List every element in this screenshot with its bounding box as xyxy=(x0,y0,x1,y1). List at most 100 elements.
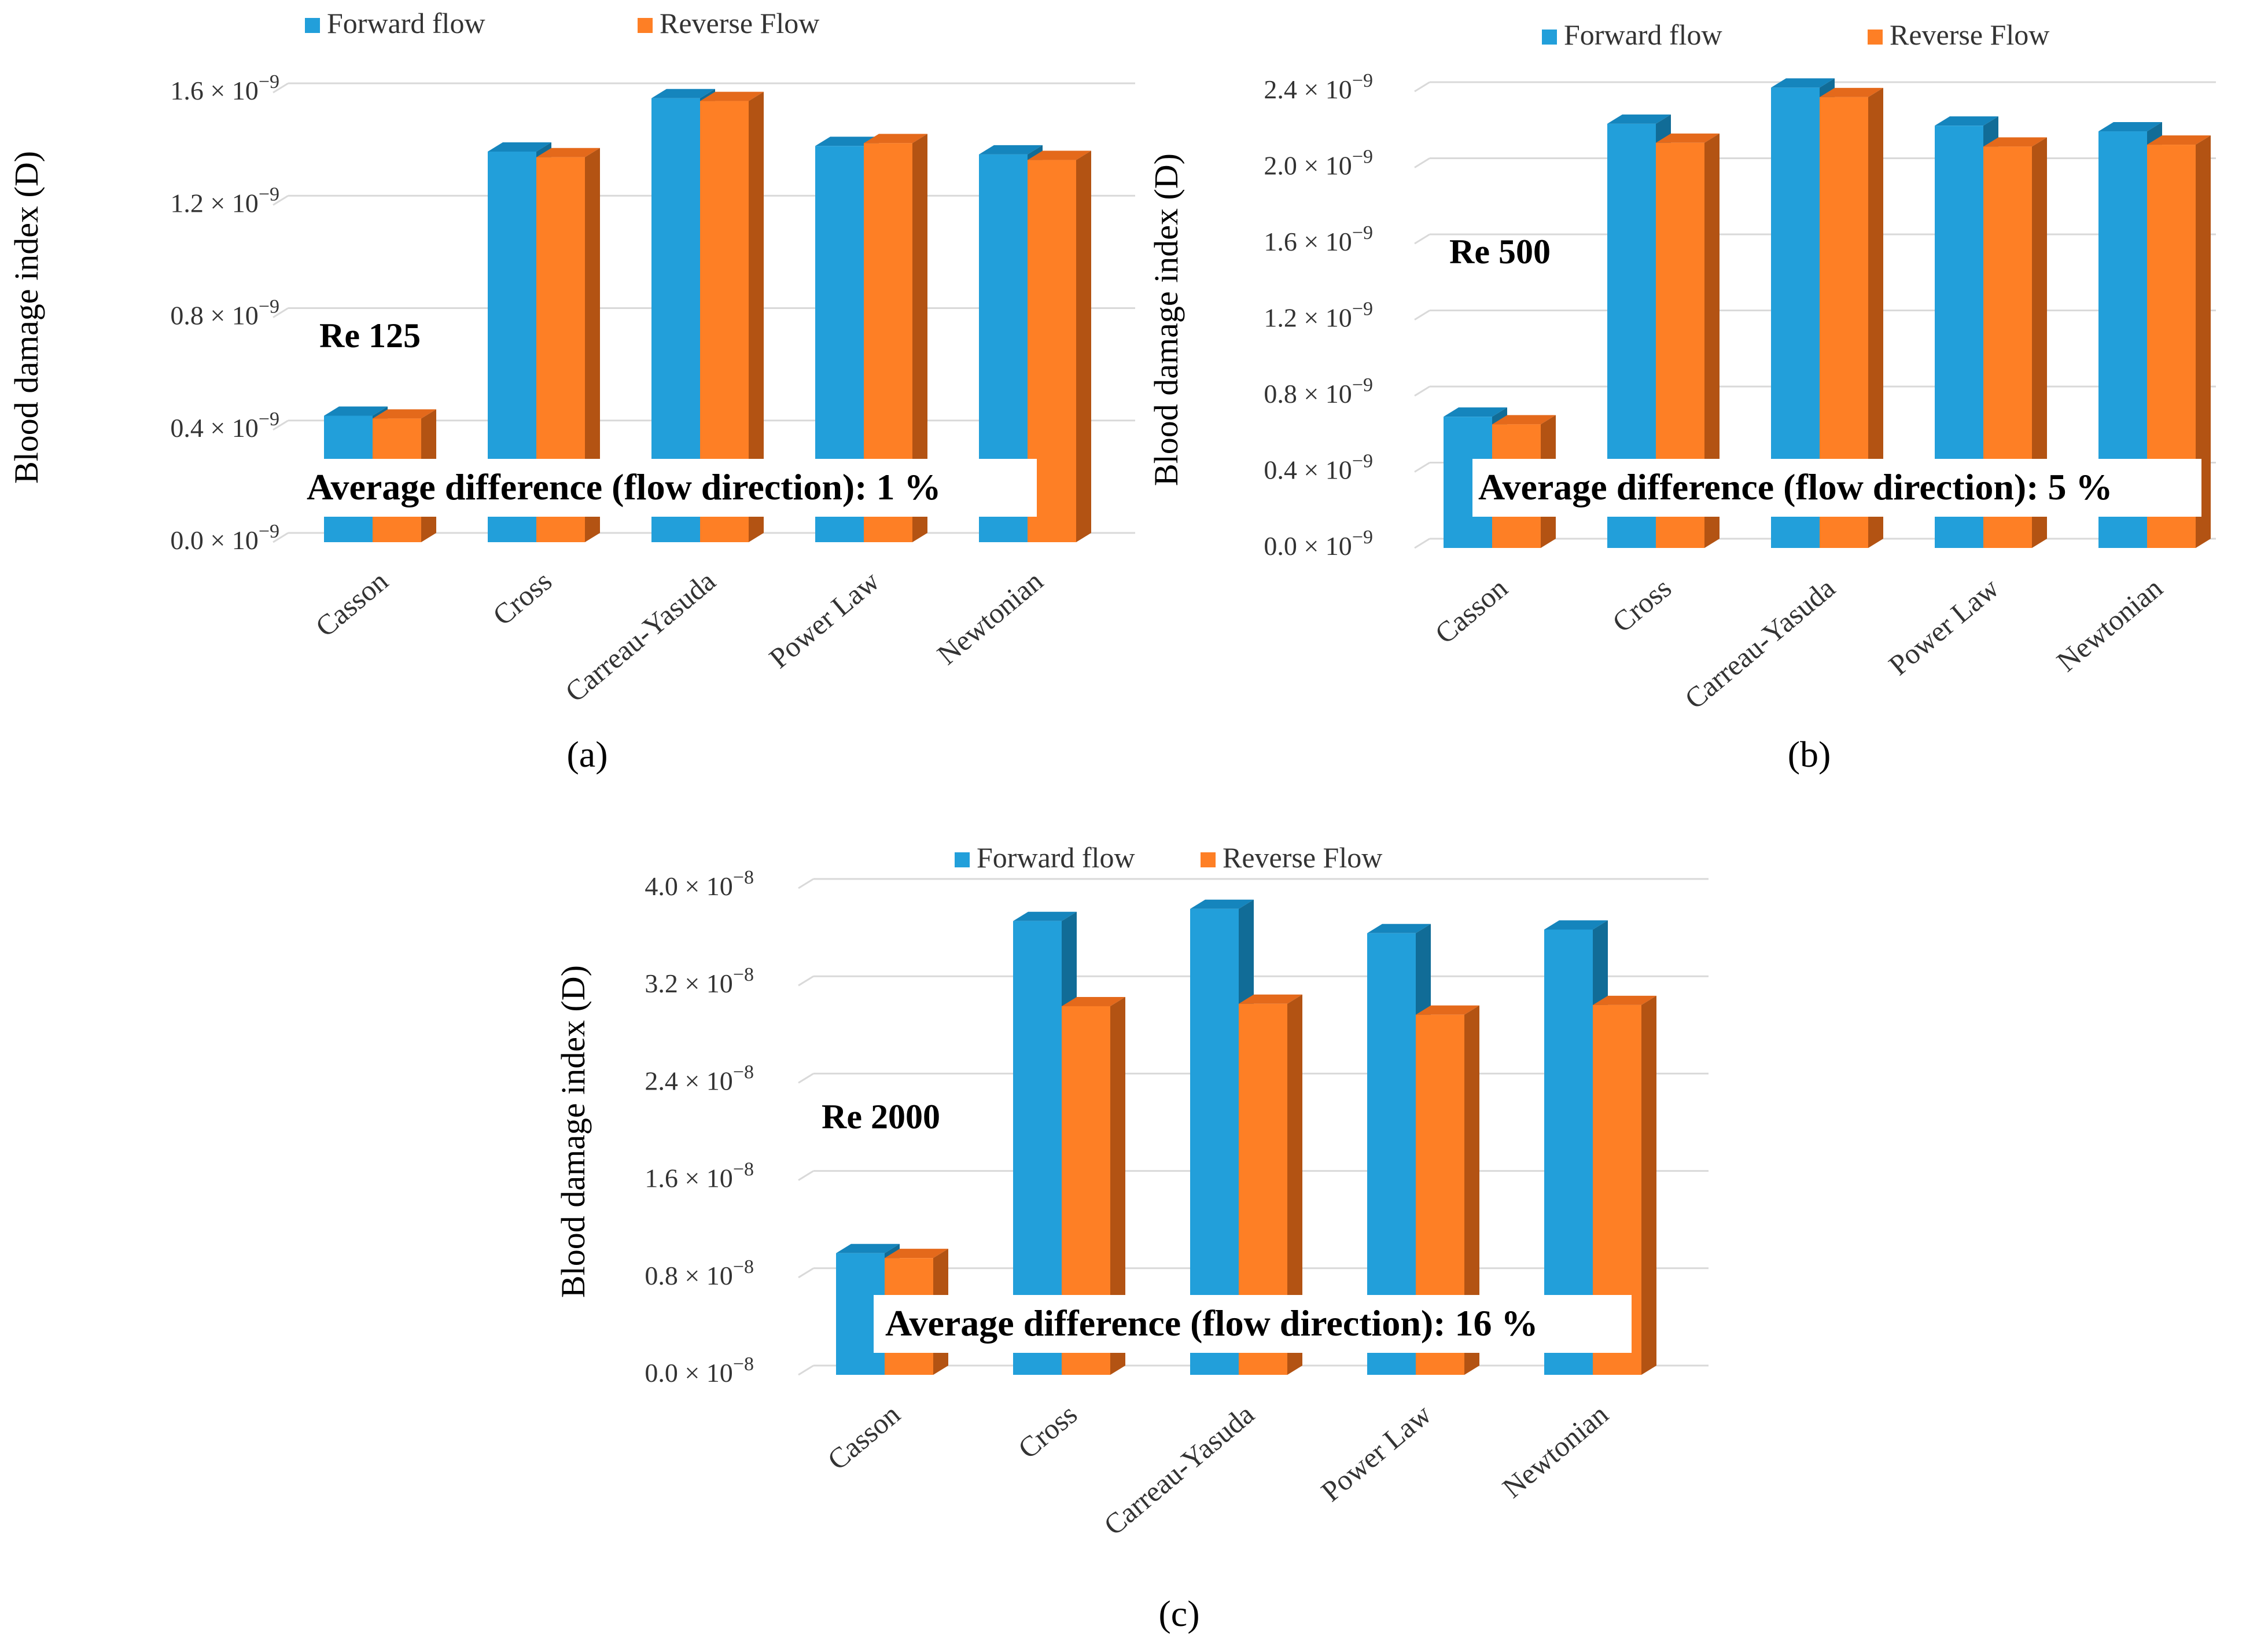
legend-label-1: Forward flow xyxy=(977,841,1135,874)
legend-swatch-1 xyxy=(955,852,970,867)
reverse-bar-2-side xyxy=(1110,996,1125,1375)
forward-bar-1-top xyxy=(1444,407,1507,417)
reverse-bar-2-top xyxy=(1656,133,1720,143)
forward-bar-4-top xyxy=(815,137,879,146)
y-tick-label: 2.4 × 10−8 xyxy=(645,1061,754,1095)
legend-label-1: Forward flow xyxy=(327,7,485,39)
y-tick-exponent: −9 xyxy=(259,71,279,93)
y-tick-value: 1.6 × 10 xyxy=(1264,227,1352,256)
y-tick-value: 0.4 × 10 xyxy=(1264,455,1352,485)
panel-label: (b) xyxy=(1788,734,1831,775)
reverse-bar-4-top xyxy=(864,134,927,144)
y-tick-value: 1.2 × 10 xyxy=(170,188,258,218)
y-tick-value: 3.2 × 10 xyxy=(645,969,732,998)
y-tick-value: 0.0 × 10 xyxy=(1264,531,1352,561)
reverse-bar-4-side xyxy=(1464,1005,1479,1375)
legend-label-2: Reverse Flow xyxy=(1223,841,1382,874)
legend-swatch-2 xyxy=(638,18,653,33)
reverse-bar-2-side xyxy=(585,148,600,543)
reverse-bar-3-side xyxy=(1868,87,1883,549)
y-tick-label: 0.0 × 10−9 xyxy=(170,521,279,555)
y-tick-exponent: −9 xyxy=(1352,299,1373,320)
forward-bar-1-top xyxy=(324,406,388,416)
y-tick-label: 0.4 × 10−9 xyxy=(1264,451,1373,485)
reverse-bar-2-top xyxy=(536,148,600,157)
y-tick-exponent: −9 xyxy=(1352,222,1373,244)
reverse-bar-1-top xyxy=(373,409,436,419)
y-tick-label: 0.0 × 10−9 xyxy=(1264,527,1373,561)
gridline-edge xyxy=(273,82,289,94)
y-axis-label: Blood damage index (D) xyxy=(554,965,592,1298)
y-tick-exponent: −8 xyxy=(733,964,754,985)
y-tick-label: 0.0 × 10−8 xyxy=(645,1353,754,1388)
reverse-bar-5-side xyxy=(1641,995,1656,1375)
y-tick-value: 2.0 × 10 xyxy=(1264,151,1352,181)
y-tick-value: 0.8 × 10 xyxy=(1264,379,1352,409)
y-tick-label: 2.4 × 10−9 xyxy=(1264,70,1373,104)
y-tick-value: 2.4 × 10 xyxy=(645,1066,732,1095)
forward-bar-5-top xyxy=(1544,920,1608,930)
forward-bar-2-top xyxy=(488,142,551,152)
y-tick-exponent: −9 xyxy=(1352,146,1373,168)
reynolds-annotation: Re 500 xyxy=(1449,233,1551,271)
y-tick-value: 4.0 × 10 xyxy=(645,871,732,901)
y-tick-value: 2.4 × 10 xyxy=(1264,75,1352,104)
y-tick-value: 1.2 × 10 xyxy=(1264,303,1352,333)
y-tick-value: 1.6 × 10 xyxy=(170,76,258,105)
y-tick-value: 1.6 × 10 xyxy=(645,1164,732,1193)
y-tick-label: 1.6 × 10−9 xyxy=(1264,222,1373,256)
gridline-edge xyxy=(798,1170,814,1181)
y-tick-label: 1.6 × 10−8 xyxy=(645,1159,754,1193)
y-tick-exponent: −9 xyxy=(1352,374,1373,396)
y-tick-exponent: −9 xyxy=(1352,527,1373,548)
y-tick-value: 0.0 × 10 xyxy=(645,1358,732,1388)
reverse-bar-1-top xyxy=(1492,415,1556,425)
y-tick-exponent: −8 xyxy=(733,1256,754,1278)
y-tick-value: 0.8 × 10 xyxy=(645,1261,732,1290)
reverse-bar-4-side xyxy=(2032,137,2047,548)
reverse-bar-4-side xyxy=(912,134,927,543)
gridline-edge xyxy=(1414,462,1430,473)
reverse-bar-3-side xyxy=(1287,994,1302,1375)
gridline-edge xyxy=(798,1364,814,1376)
y-tick-exponent: −9 xyxy=(259,521,279,542)
legend-swatch-2 xyxy=(1201,852,1216,867)
y-tick-value: 0.0 × 10 xyxy=(170,525,258,555)
forward-bar-4-top xyxy=(1935,116,1998,126)
gridline-edge xyxy=(798,975,814,987)
gridline-edge xyxy=(798,878,814,889)
y-tick-value: 0.8 × 10 xyxy=(170,301,258,330)
y-axis-label: Blood damage index (D) xyxy=(1147,153,1185,486)
gridline-edge xyxy=(1414,310,1430,321)
legend-label-1: Forward flow xyxy=(1564,19,1722,51)
reverse-bar-5-side xyxy=(2196,135,2211,549)
reverse-bar-5-top xyxy=(2147,135,2211,145)
reverse-bar-3-side xyxy=(749,91,764,543)
reynolds-annotation: Re 2000 xyxy=(822,1098,940,1136)
y-tick-exponent: −9 xyxy=(259,183,279,205)
forward-bar-2-top xyxy=(1013,911,1077,921)
y-tick-exponent: −9 xyxy=(1352,70,1373,91)
forward-bar-5-top xyxy=(2098,122,2162,132)
y-tick-exponent: −9 xyxy=(1352,451,1373,472)
forward-bar-1-top xyxy=(836,1243,900,1253)
reverse-bar-4-top xyxy=(1416,1005,1479,1015)
gridline-edge xyxy=(798,1267,814,1279)
gridline-edge xyxy=(273,420,289,431)
legend-swatch-1 xyxy=(1542,30,1557,45)
note-background xyxy=(1472,459,2201,517)
y-axis-label: Blood damage index (D) xyxy=(8,151,45,484)
forward-bar-3-top xyxy=(1190,899,1254,909)
y-tick-label: 1.6 × 10−9 xyxy=(170,71,279,105)
reverse-bar-4-top xyxy=(1983,137,2047,147)
gridline-edge xyxy=(1414,157,1430,168)
reverse-bar-2-top xyxy=(1062,996,1125,1006)
gridline-edge xyxy=(1414,538,1430,549)
y-tick-exponent: −8 xyxy=(733,1159,754,1180)
forward-bar-4-top xyxy=(1367,923,1431,933)
reverse-bar-5-top xyxy=(1593,995,1656,1005)
y-tick-label: 0.4 × 10−9 xyxy=(170,409,279,443)
gridline-edge xyxy=(1414,81,1430,93)
